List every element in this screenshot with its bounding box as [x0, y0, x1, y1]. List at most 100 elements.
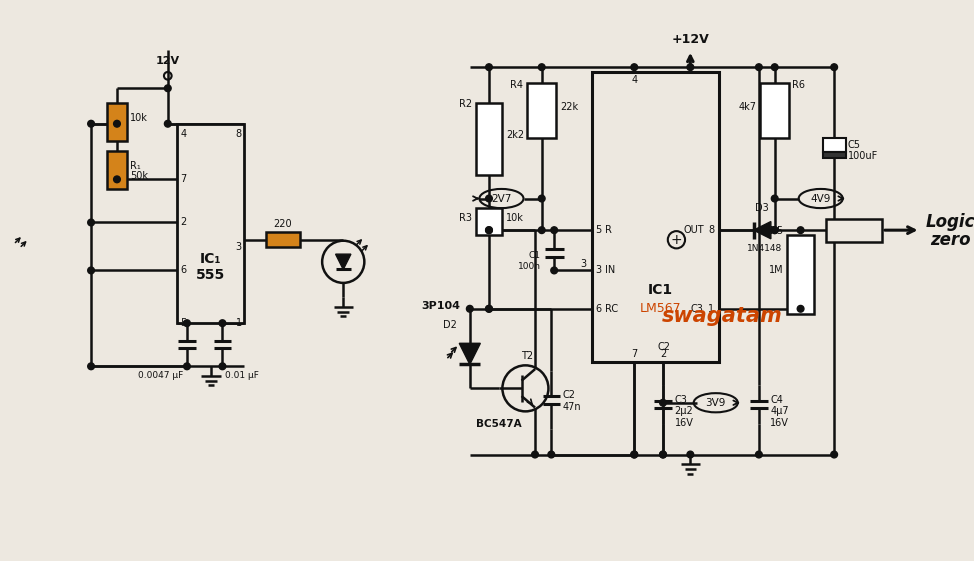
Text: +12V: +12V — [671, 33, 709, 46]
Circle shape — [798, 305, 804, 312]
Circle shape — [486, 195, 492, 202]
Text: T2: T2 — [521, 351, 534, 361]
Circle shape — [486, 305, 492, 312]
Text: 1: 1 — [236, 319, 242, 328]
Text: C3: C3 — [675, 395, 688, 405]
Text: 47n: 47n — [563, 402, 581, 412]
Text: C1: C1 — [529, 251, 541, 260]
Bar — [827, 219, 882, 242]
Bar — [787, 235, 814, 314]
Circle shape — [659, 399, 666, 406]
Circle shape — [771, 227, 778, 233]
Text: 16V: 16V — [770, 418, 789, 428]
Text: LM567: LM567 — [639, 302, 681, 315]
Text: 6: 6 — [595, 304, 602, 314]
Text: 100uF: 100uF — [847, 150, 878, 160]
Circle shape — [687, 451, 693, 458]
Circle shape — [532, 451, 539, 458]
Text: IN: IN — [605, 265, 616, 275]
Text: 3: 3 — [595, 265, 602, 275]
Text: Logic: Logic — [925, 214, 974, 232]
Text: 1M: 1M — [768, 265, 783, 275]
Circle shape — [548, 451, 554, 458]
Circle shape — [486, 305, 492, 312]
Bar — [591, 72, 719, 361]
Text: R: R — [605, 225, 612, 235]
Circle shape — [114, 176, 121, 183]
Circle shape — [486, 64, 492, 71]
Circle shape — [631, 64, 638, 71]
Text: 6: 6 — [180, 265, 186, 275]
Circle shape — [88, 363, 94, 370]
Circle shape — [486, 227, 492, 233]
Text: +: + — [671, 233, 682, 247]
Text: swagatam: swagatam — [661, 306, 782, 327]
Bar — [107, 150, 127, 189]
Text: R4: R4 — [509, 80, 522, 90]
Circle shape — [771, 64, 778, 71]
Text: R5: R5 — [770, 226, 783, 236]
Text: 3: 3 — [581, 259, 586, 269]
Text: zero: zero — [930, 231, 970, 249]
Circle shape — [798, 227, 804, 233]
Text: D3: D3 — [756, 203, 769, 213]
Text: 4V9: 4V9 — [810, 194, 831, 204]
Text: 4μ7: 4μ7 — [770, 406, 789, 416]
Circle shape — [184, 363, 190, 370]
Circle shape — [631, 451, 638, 458]
Text: 1: 1 — [708, 304, 714, 314]
Text: 8: 8 — [236, 128, 242, 139]
Text: 3V9: 3V9 — [705, 398, 726, 408]
Circle shape — [539, 227, 545, 233]
Polygon shape — [460, 343, 480, 365]
Circle shape — [219, 363, 226, 370]
Bar — [761, 84, 789, 138]
Text: R2: R2 — [459, 99, 471, 109]
Text: 0.01 μF: 0.01 μF — [225, 371, 259, 380]
Circle shape — [184, 320, 190, 327]
Text: R6: R6 — [792, 80, 805, 90]
Text: OUT: OUT — [683, 225, 704, 235]
Text: 2k2: 2k2 — [506, 130, 524, 140]
Text: 4: 4 — [180, 128, 186, 139]
Text: 5: 5 — [595, 225, 602, 235]
Bar — [823, 151, 845, 158]
Text: 5: 5 — [180, 319, 186, 328]
Circle shape — [756, 64, 763, 71]
Text: 2: 2 — [659, 348, 666, 358]
Circle shape — [831, 451, 838, 458]
Circle shape — [486, 227, 492, 233]
Text: C5: C5 — [847, 140, 861, 150]
Circle shape — [165, 121, 171, 127]
Circle shape — [771, 227, 778, 233]
Text: 3: 3 — [236, 242, 242, 252]
Text: 3P104: 3P104 — [422, 301, 461, 311]
Text: 10k: 10k — [506, 213, 524, 223]
Circle shape — [539, 195, 545, 202]
Text: C3: C3 — [691, 304, 704, 314]
Bar — [107, 103, 127, 141]
Circle shape — [551, 227, 557, 233]
Bar — [177, 124, 244, 323]
Bar — [475, 103, 503, 174]
Text: 10k: 10k — [131, 113, 148, 123]
Text: 7: 7 — [180, 174, 186, 185]
Text: 12V: 12V — [156, 56, 180, 66]
Text: 7: 7 — [631, 348, 637, 358]
Polygon shape — [754, 222, 770, 239]
Circle shape — [219, 320, 226, 327]
Text: 4k7: 4k7 — [738, 102, 757, 112]
Text: 555: 555 — [197, 268, 226, 282]
Circle shape — [165, 85, 171, 91]
Text: 100K: 100K — [840, 225, 869, 235]
Bar — [823, 138, 845, 151]
Circle shape — [88, 121, 94, 127]
Text: 1N4148: 1N4148 — [746, 243, 782, 252]
Text: BC547A: BC547A — [475, 419, 521, 429]
Bar — [266, 232, 300, 247]
Text: 4: 4 — [631, 75, 637, 85]
Circle shape — [756, 451, 763, 458]
Circle shape — [88, 219, 94, 226]
Text: 16V: 16V — [675, 418, 693, 428]
Circle shape — [551, 267, 557, 274]
